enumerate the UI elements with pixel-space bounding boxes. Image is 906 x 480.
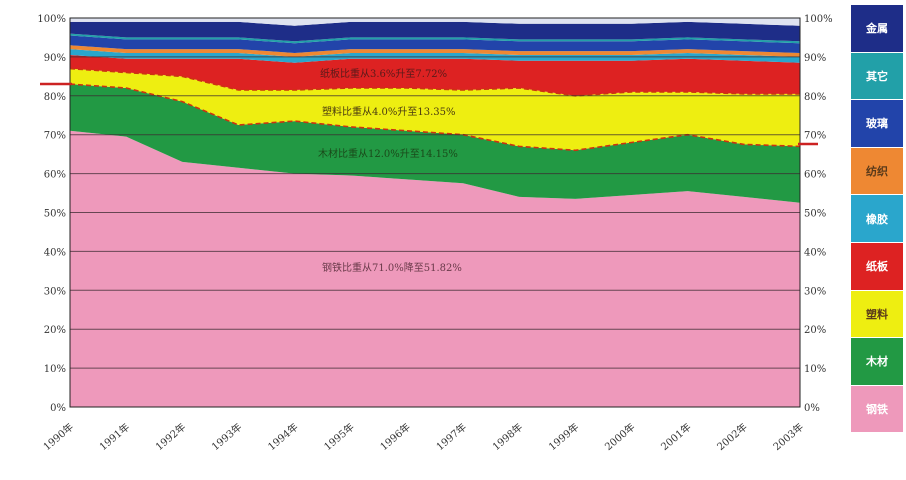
- y-tick-label-left: 30%: [44, 286, 66, 297]
- y-tick-label-right: 40%: [804, 247, 826, 258]
- trend-line-2: [69, 67, 800, 97]
- annotation-steel: 钢铁比重从71.0%降至51.82%: [322, 261, 462, 274]
- annotation-wood: 木材比重从12.0%升至14.15%: [318, 147, 458, 160]
- trend-line-1: [69, 83, 801, 152]
- y-tick-label-left: 50%: [44, 209, 66, 220]
- y-tick-label-left: 40%: [44, 247, 66, 258]
- area-remainder: [70, 18, 800, 26]
- area-series-6: [70, 35, 800, 53]
- y-tick-label-right: 0%: [804, 403, 820, 414]
- area-series-5: [70, 45, 800, 57]
- legend-item-wood: 木材: [851, 337, 903, 385]
- x-tick-label: 1995年: [321, 420, 357, 453]
- area-series-2: [70, 68, 800, 151]
- x-tick-label: 2002年: [714, 420, 750, 453]
- x-tick-label: 2001年: [658, 420, 694, 453]
- legend-label: 金属: [866, 22, 888, 36]
- annotations: 纸板比重从3.6%升至7.72% 塑料比重从4.0%升至13.35% 木材比重从…: [318, 67, 462, 274]
- legend-label: 纸板: [866, 260, 888, 274]
- x-tick-label: 2000年: [602, 420, 638, 453]
- y-tick-label-left: 20%: [44, 325, 66, 336]
- legend-label: 塑料: [866, 307, 888, 321]
- legend-label: 玻璃: [866, 117, 888, 131]
- x-tick-label: 1999年: [546, 420, 582, 453]
- legend-item-other: 其它: [851, 51, 903, 100]
- x-tick-label: 1997年: [433, 420, 469, 453]
- x-tick-label: 1992年: [153, 420, 189, 453]
- legend-label: 木材: [866, 355, 888, 369]
- legend-label: 橡胶: [866, 212, 888, 226]
- area-series-3: [70, 55, 800, 96]
- legend-item-rubber: 橡胶: [851, 194, 903, 242]
- legend-item-steel: 钢铁: [851, 384, 903, 433]
- legend-label: 钢铁: [866, 403, 888, 417]
- plot-frame: [40, 17, 818, 408]
- legend-item-paperboard: 纸板: [851, 241, 903, 290]
- area-series-4: [70, 49, 800, 63]
- annotation-plastic: 塑料比重从4.0%升至13.35%: [322, 105, 456, 118]
- x-tick-label: 1996年: [377, 420, 413, 453]
- y-tick-label-left: 60%: [44, 170, 66, 181]
- area-series-7: [70, 33, 800, 44]
- x-tick-label: 1990年: [40, 420, 76, 453]
- legend-item-textile: 纺织: [851, 146, 903, 195]
- y-tick-label-left: 100%: [37, 14, 66, 25]
- x-axis: 1990年 1991年 1992年 1993年 1994年 1995年 1996年 1997年…: [40, 420, 806, 453]
- x-tick-label: 1991年: [97, 420, 133, 453]
- y-tick-label-right: 50%: [804, 209, 826, 220]
- y-tick-label-right: 90%: [804, 53, 826, 64]
- legend-label: 其它: [866, 69, 888, 83]
- x-tick-label: 1994年: [265, 420, 301, 453]
- legend-label: 纺织: [866, 165, 888, 179]
- stacked-area-chart: 0% 10% 20% 30% 40% 50% 60% 70% 80% 90% 100% 0% 10% 2…: [37, 14, 833, 453]
- y-tick-label-right: 10%: [804, 364, 826, 375]
- legend-item-glass: 玻璃: [851, 99, 903, 147]
- y-tick-label-right: 80%: [804, 92, 826, 103]
- legend-item-metal: 金属: [851, 4, 903, 52]
- y-tick-label-left: 80%: [44, 92, 66, 103]
- y-tick-label-right: 20%: [804, 325, 826, 336]
- y-tick-label-right: 30%: [804, 286, 826, 297]
- y-tick-label-left: 10%: [44, 364, 66, 375]
- area-series-8: [70, 21, 800, 42]
- area-series-0: [70, 130, 800, 408]
- y-tick-label-right: 60%: [804, 170, 826, 181]
- legend: 金属 其它 玻璃 纺织 橡胶 纸板 塑料 木材 钢铁: [851, 4, 903, 433]
- annotation-paperboard: 纸板比重从3.6%升至7.72%: [320, 67, 447, 80]
- x-tick-label: 1993年: [209, 420, 245, 453]
- plot-border: [69, 17, 801, 408]
- y-tick-label-left: 70%: [44, 131, 66, 142]
- y-tick-label-right: 70%: [804, 131, 826, 142]
- x-tick-label: 1998年: [490, 420, 526, 453]
- y-axis-right: 0% 10% 20% 30% 40% 50% 60% 70% 80% 90% 100%: [804, 14, 833, 414]
- y-tick-label-left: 90%: [44, 53, 66, 64]
- y-axis-left: 0% 10% 20% 30% 40% 50% 60% 70% 80% 90% 100%: [37, 14, 66, 414]
- x-tick-label: 2003年: [770, 420, 806, 453]
- y-tick-label-left: 0%: [50, 403, 66, 414]
- y-tick-label-right: 100%: [804, 14, 833, 25]
- legend-item-plastic: 塑料: [851, 289, 903, 338]
